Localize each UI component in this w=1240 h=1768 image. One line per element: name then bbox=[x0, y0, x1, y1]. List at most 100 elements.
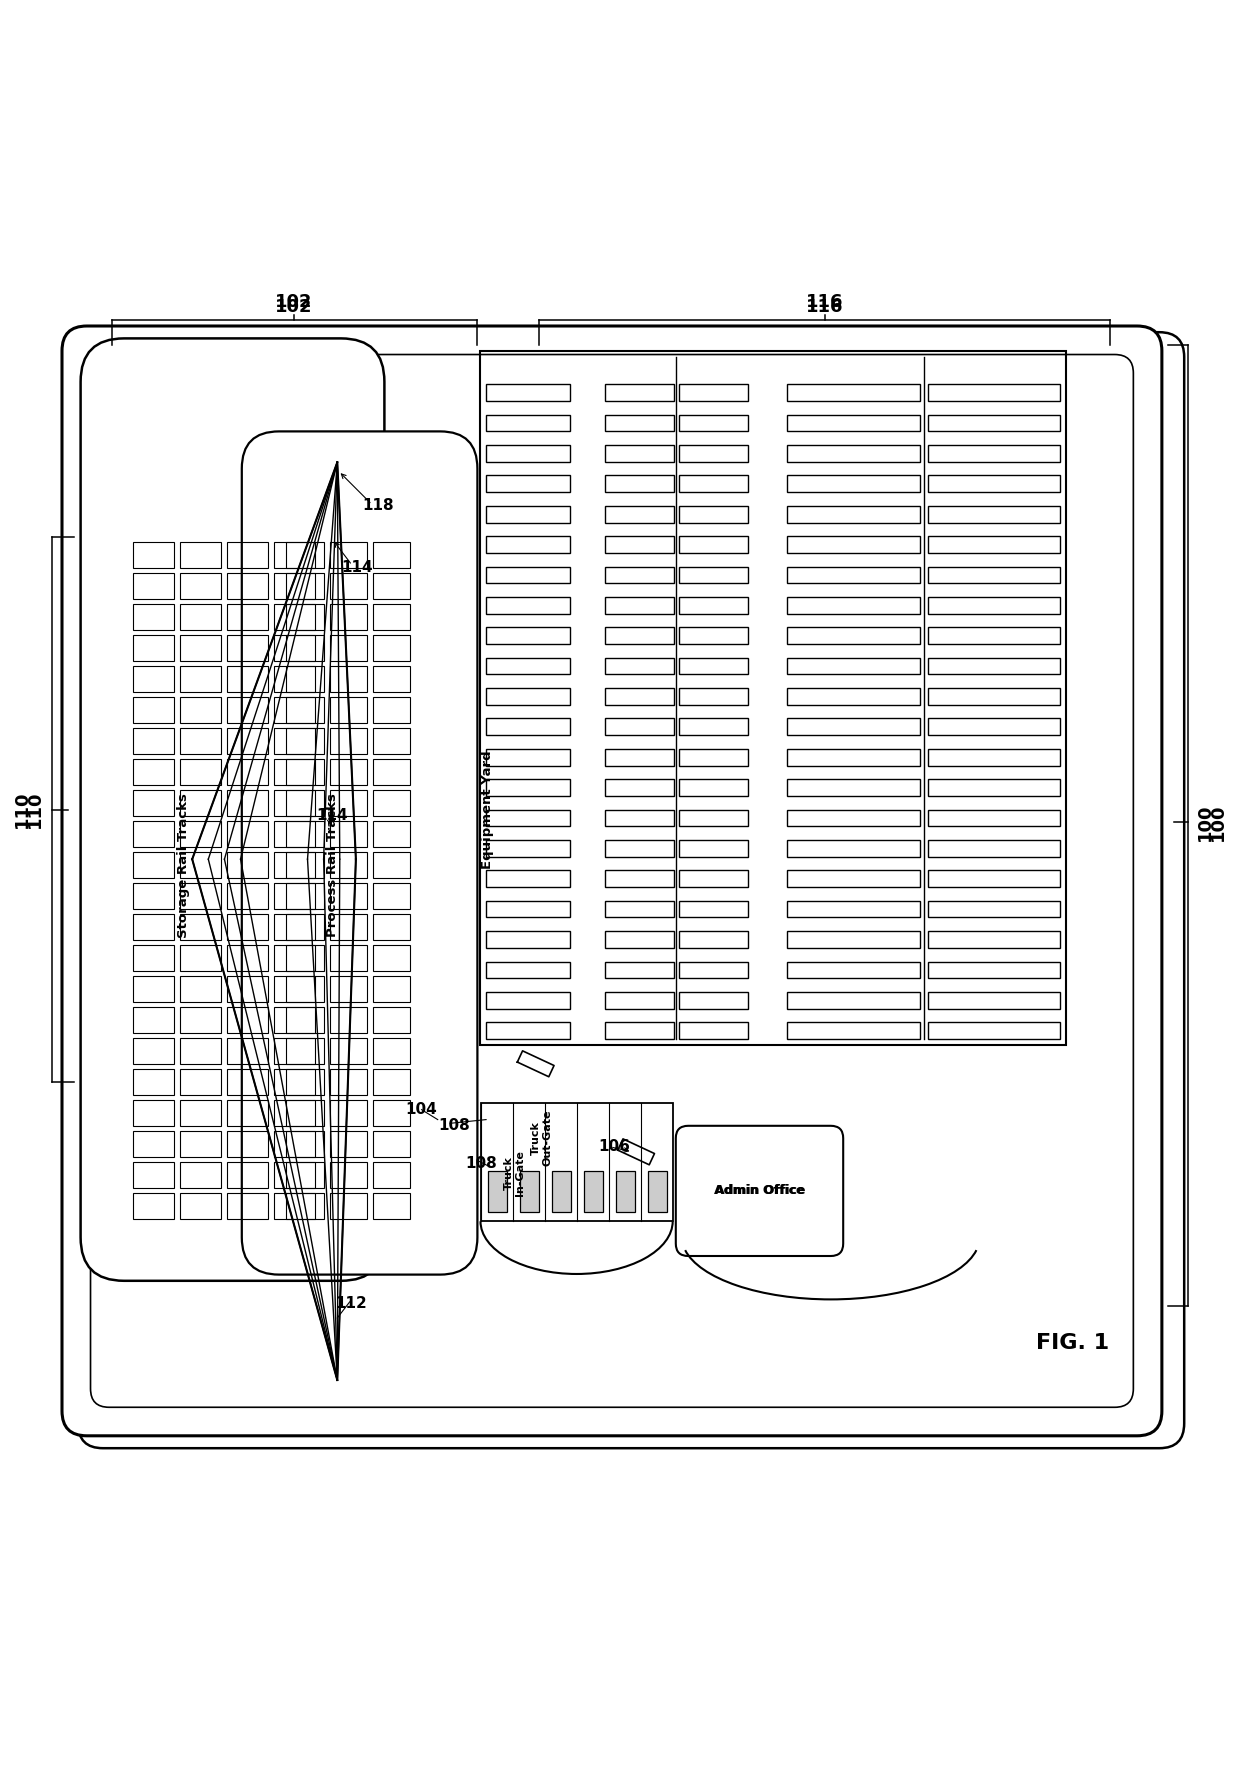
Bar bbox=[133, 541, 174, 568]
Text: Admin Office: Admin Office bbox=[714, 1185, 805, 1197]
Bar bbox=[373, 882, 410, 909]
Bar bbox=[787, 1022, 920, 1040]
Bar bbox=[286, 697, 324, 723]
Bar bbox=[605, 476, 675, 492]
Bar bbox=[647, 1170, 667, 1211]
Bar bbox=[274, 728, 315, 753]
Bar bbox=[227, 635, 268, 661]
Bar bbox=[180, 603, 221, 629]
Bar bbox=[928, 384, 1060, 401]
Bar bbox=[680, 1022, 748, 1040]
Bar bbox=[227, 1100, 268, 1126]
Bar bbox=[680, 810, 748, 826]
Bar bbox=[373, 1006, 410, 1033]
Bar bbox=[286, 820, 324, 847]
Bar bbox=[286, 944, 324, 971]
Bar bbox=[486, 810, 570, 826]
Bar bbox=[680, 718, 748, 735]
Text: FIG. 1: FIG. 1 bbox=[1037, 1333, 1109, 1353]
Bar bbox=[584, 1170, 603, 1211]
Bar bbox=[133, 758, 174, 785]
Bar bbox=[286, 1006, 324, 1033]
Bar bbox=[133, 697, 174, 723]
Bar bbox=[787, 992, 920, 1008]
Text: Process Rail Tracks: Process Rail Tracks bbox=[326, 794, 339, 937]
Bar bbox=[787, 566, 920, 583]
Bar bbox=[680, 900, 748, 918]
Bar bbox=[486, 870, 570, 888]
Bar bbox=[787, 415, 920, 431]
Bar bbox=[928, 476, 1060, 492]
Bar bbox=[133, 1070, 174, 1094]
Bar bbox=[133, 635, 174, 661]
Bar bbox=[274, 820, 315, 847]
Bar bbox=[227, 697, 268, 723]
Bar bbox=[286, 976, 324, 1002]
Bar bbox=[274, 541, 315, 568]
Bar bbox=[133, 1038, 174, 1064]
Text: Truck
Out-Gate: Truck Out-Gate bbox=[531, 1110, 553, 1167]
Bar bbox=[274, 573, 315, 599]
Bar bbox=[373, 1162, 410, 1188]
Text: 112: 112 bbox=[335, 1296, 367, 1310]
Bar bbox=[286, 1132, 324, 1156]
Bar bbox=[787, 750, 920, 766]
Bar bbox=[274, 697, 315, 723]
Bar bbox=[680, 962, 748, 978]
Bar bbox=[487, 1170, 507, 1211]
Bar bbox=[274, 1038, 315, 1064]
Bar bbox=[928, 840, 1060, 857]
Bar bbox=[486, 506, 570, 523]
Bar bbox=[330, 1006, 367, 1033]
Bar bbox=[928, 718, 1060, 735]
Bar bbox=[286, 1162, 324, 1188]
Bar bbox=[486, 900, 570, 918]
Bar bbox=[227, 541, 268, 568]
Bar bbox=[133, 976, 174, 1002]
Bar bbox=[227, 944, 268, 971]
Bar bbox=[133, 1162, 174, 1188]
Bar bbox=[227, 790, 268, 815]
Bar bbox=[133, 944, 174, 971]
Bar bbox=[180, 882, 221, 909]
Bar bbox=[680, 658, 748, 674]
Bar bbox=[680, 384, 748, 401]
Bar bbox=[787, 780, 920, 796]
Bar bbox=[274, 1162, 315, 1188]
Bar bbox=[286, 541, 324, 568]
Bar bbox=[274, 635, 315, 661]
Bar bbox=[330, 1132, 367, 1156]
Bar bbox=[227, 1193, 268, 1218]
Bar bbox=[928, 415, 1060, 431]
Bar bbox=[787, 536, 920, 553]
Bar bbox=[330, 728, 367, 753]
Bar bbox=[286, 1193, 324, 1218]
Bar bbox=[605, 1022, 675, 1040]
Bar bbox=[373, 790, 410, 815]
Text: Admin Office: Admin Office bbox=[715, 1185, 805, 1197]
Bar bbox=[274, 976, 315, 1002]
Bar bbox=[486, 598, 570, 613]
Bar bbox=[330, 1070, 367, 1094]
Bar bbox=[330, 790, 367, 815]
Bar bbox=[373, 573, 410, 599]
Bar bbox=[787, 598, 920, 613]
Bar bbox=[133, 790, 174, 815]
Bar bbox=[330, 573, 367, 599]
Text: 118: 118 bbox=[362, 499, 394, 513]
Bar bbox=[227, 1006, 268, 1033]
Bar bbox=[330, 820, 367, 847]
Bar bbox=[787, 658, 920, 674]
Bar bbox=[486, 1022, 570, 1040]
Bar bbox=[180, 944, 221, 971]
Bar bbox=[486, 962, 570, 978]
Bar bbox=[787, 688, 920, 705]
Bar bbox=[680, 870, 748, 888]
Text: 108: 108 bbox=[465, 1156, 497, 1170]
Bar bbox=[133, 882, 174, 909]
Bar bbox=[286, 758, 324, 785]
Bar bbox=[486, 446, 570, 461]
Bar bbox=[286, 852, 324, 877]
Bar bbox=[605, 992, 675, 1008]
Bar bbox=[227, 1162, 268, 1188]
